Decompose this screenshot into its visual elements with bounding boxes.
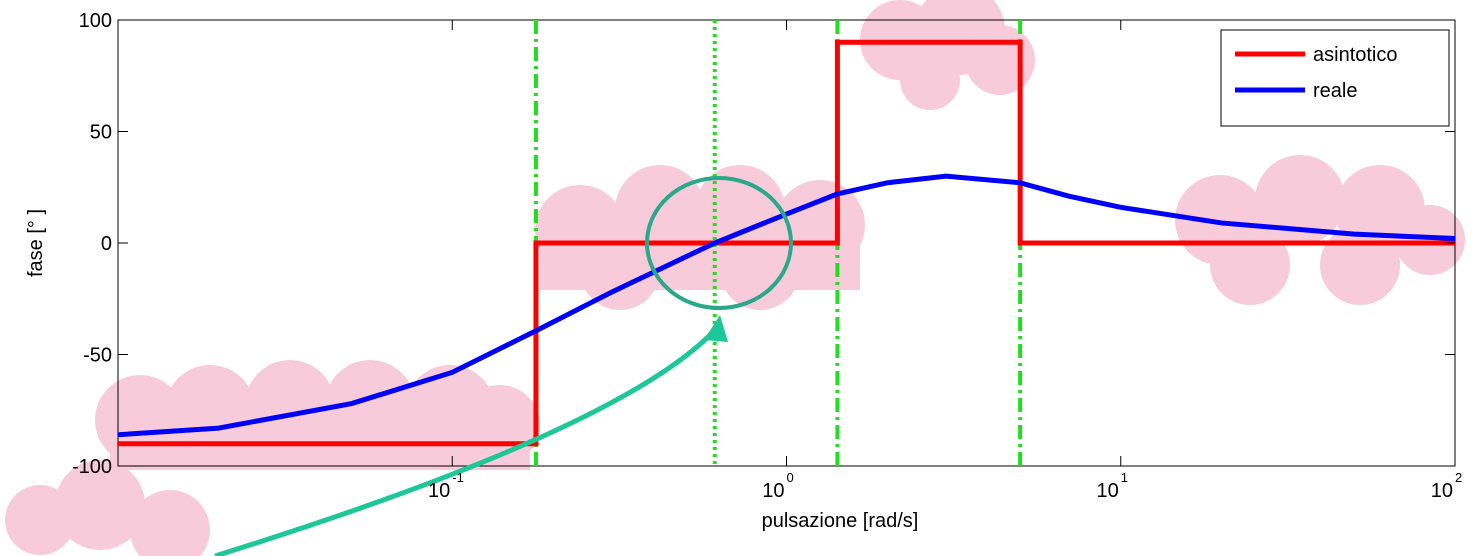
y-tick-label: 0: [101, 233, 112, 255]
x-tick-exponent: -1: [452, 470, 464, 485]
legend-label: reale: [1313, 80, 1357, 102]
y-tick-label: -100: [72, 456, 112, 478]
legend-label: asintotico: [1313, 44, 1398, 66]
y-tick-label: 100: [79, 10, 112, 32]
y-axis-label: fase [° ]: [25, 209, 47, 277]
y-tick-label: -50: [83, 345, 112, 367]
chart: pulsazione [rad/s] fase [° ] -100 -50 0 50 1…: [0, 0, 1484, 556]
x-tick-exponent: 1: [1121, 470, 1128, 485]
x-tick-label: 10: [762, 480, 784, 502]
y-tick-label: 50: [90, 122, 112, 144]
x-tick-exponent: 0: [787, 470, 794, 485]
x-tick-exponent: 2: [1455, 470, 1462, 485]
x-axis-label: pulsazione [rad/s]: [762, 510, 919, 532]
arrow-head: [704, 315, 728, 342]
x-tick-label: 10: [1097, 480, 1119, 502]
x-tick-label: 10: [428, 480, 450, 502]
x-tick-label: 10: [1431, 480, 1453, 502]
